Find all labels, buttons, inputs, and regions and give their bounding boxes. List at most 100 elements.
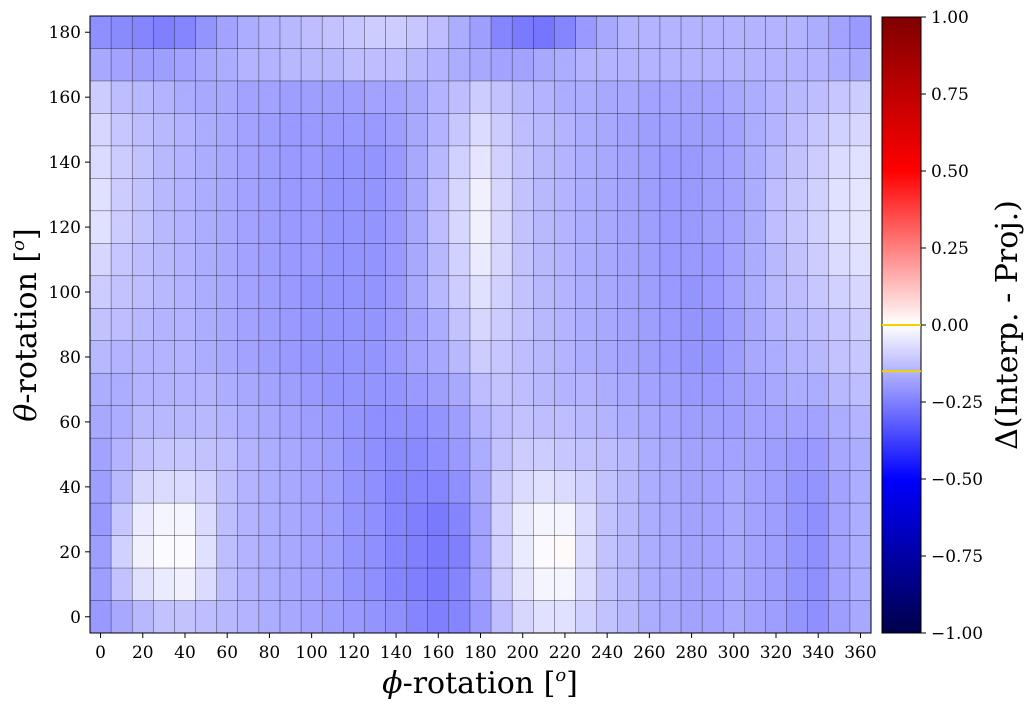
- heatmap-cell: [659, 438, 682, 471]
- heatmap-cell: [385, 438, 407, 471]
- heatmap-cell: [153, 16, 175, 49]
- heatmap-cell: [364, 275, 386, 309]
- heatmap-cell: [343, 373, 365, 406]
- heatmap-cell: [258, 145, 280, 179]
- heatmap-cell: [723, 503, 745, 536]
- heatmap-cell: [132, 600, 154, 633]
- heatmap-cell: [279, 470, 302, 504]
- heatmap-cell: [617, 405, 639, 439]
- heatmap-cell: [512, 405, 534, 439]
- heatmap-cell: [195, 535, 217, 569]
- heatmap-cell: [849, 113, 871, 146]
- y-tick-label: 20: [59, 543, 81, 563]
- heatmap-cell: [195, 48, 217, 81]
- heatmap-cell: [849, 210, 871, 244]
- heatmap-cell: [153, 308, 175, 341]
- heatmap-cell: [90, 210, 112, 244]
- heatmap-cell: [448, 373, 470, 406]
- heatmap-cell: [638, 470, 660, 504]
- heatmap-cell: [132, 16, 154, 49]
- heatmap-cell: [406, 16, 428, 49]
- heatmap-cell: [427, 48, 449, 81]
- heatmap-cell: [237, 145, 259, 179]
- heatmap-cell: [849, 535, 871, 569]
- heatmap-cell: [153, 373, 175, 406]
- heatmap-cell: [723, 48, 745, 81]
- heatmap-cell: [828, 470, 850, 504]
- heatmap-cell: [132, 373, 154, 406]
- heatmap-cell: [659, 503, 682, 536]
- heatmap-cell: [702, 600, 724, 633]
- heatmap-cell: [469, 308, 492, 341]
- heatmap-cell: [765, 308, 787, 341]
- heatmap-cell: [301, 113, 323, 146]
- colorbar-tick-label: 1.00: [931, 8, 969, 28]
- heatmap-cell: [237, 373, 259, 406]
- heatmap-cell: [828, 16, 850, 49]
- heatmap-cell: [427, 568, 449, 601]
- heatmap-cell: [132, 535, 154, 569]
- heatmap-cell: [554, 145, 576, 179]
- heatmap-cell: [765, 243, 787, 276]
- heatmap-cell: [786, 210, 808, 244]
- heatmap-cell: [617, 145, 639, 179]
- heatmap-cell: [659, 243, 682, 276]
- colorbar-tick-label: 0.00: [931, 316, 969, 336]
- heatmap-cell: [279, 503, 302, 536]
- colorbar-tick-label: −1.00: [931, 624, 983, 644]
- heatmap-cell: [512, 178, 534, 211]
- heatmap-cell: [681, 470, 703, 504]
- heatmap-cell: [533, 503, 555, 536]
- heatmap-cell: [491, 145, 513, 179]
- heatmap-cell: [153, 210, 175, 244]
- heatmap-cell: [237, 48, 259, 81]
- heatmap-cell: [195, 16, 217, 49]
- heatmap-cell: [469, 113, 492, 146]
- heatmap-cell: [659, 275, 682, 309]
- heatmap-cell: [533, 275, 555, 309]
- heatmap-cell: [132, 113, 154, 146]
- heatmap-cell: [681, 145, 703, 179]
- heatmap-cell: [111, 210, 133, 244]
- heatmap-cell: [427, 210, 449, 244]
- heatmap-cell: [849, 48, 871, 81]
- heatmap-cell: [554, 470, 576, 504]
- heatmap-cell: [786, 275, 808, 309]
- x-tick-label: 200: [506, 643, 538, 663]
- heatmap-cell: [828, 48, 850, 81]
- heatmap-cell: [554, 600, 576, 633]
- heatmap-cell: [554, 503, 576, 536]
- heatmap-cell: [364, 568, 386, 601]
- heatmap-cell: [512, 243, 534, 276]
- heatmap-cell: [111, 373, 133, 406]
- heatmap-cell: [681, 48, 703, 81]
- heatmap-cell: [216, 405, 238, 439]
- heatmap-cell: [279, 178, 302, 211]
- heatmap-cell: [258, 178, 280, 211]
- heatmap-cell: [90, 275, 112, 309]
- heatmap-cell: [723, 535, 745, 569]
- heatmap-cell: [638, 373, 660, 406]
- heatmap-cell: [807, 80, 829, 114]
- heatmap-cell: [596, 178, 618, 211]
- heatmap-cell: [849, 340, 871, 374]
- heatmap-cell: [406, 438, 428, 471]
- heatmap-cell: [364, 503, 386, 536]
- heatmap-cell: [237, 16, 259, 49]
- heatmap-cell: [195, 405, 217, 439]
- heatmap-cell: [638, 48, 660, 81]
- heatmap-cell: [322, 178, 344, 211]
- heatmap-cell: [132, 275, 154, 309]
- heatmap-cell: [491, 80, 513, 114]
- heatmap-cell: [427, 145, 449, 179]
- heatmap-cell: [554, 16, 576, 49]
- heatmap-cell: [596, 243, 618, 276]
- heatmap-cell: [617, 16, 639, 49]
- heatmap-cell: [258, 438, 280, 471]
- heatmap-cell: [575, 275, 597, 309]
- heatmap-cell: [427, 178, 449, 211]
- heatmap-cell: [343, 600, 365, 633]
- heatmap-cell: [343, 210, 365, 244]
- heatmap-cell: [786, 340, 808, 374]
- heatmap-cell: [807, 600, 829, 633]
